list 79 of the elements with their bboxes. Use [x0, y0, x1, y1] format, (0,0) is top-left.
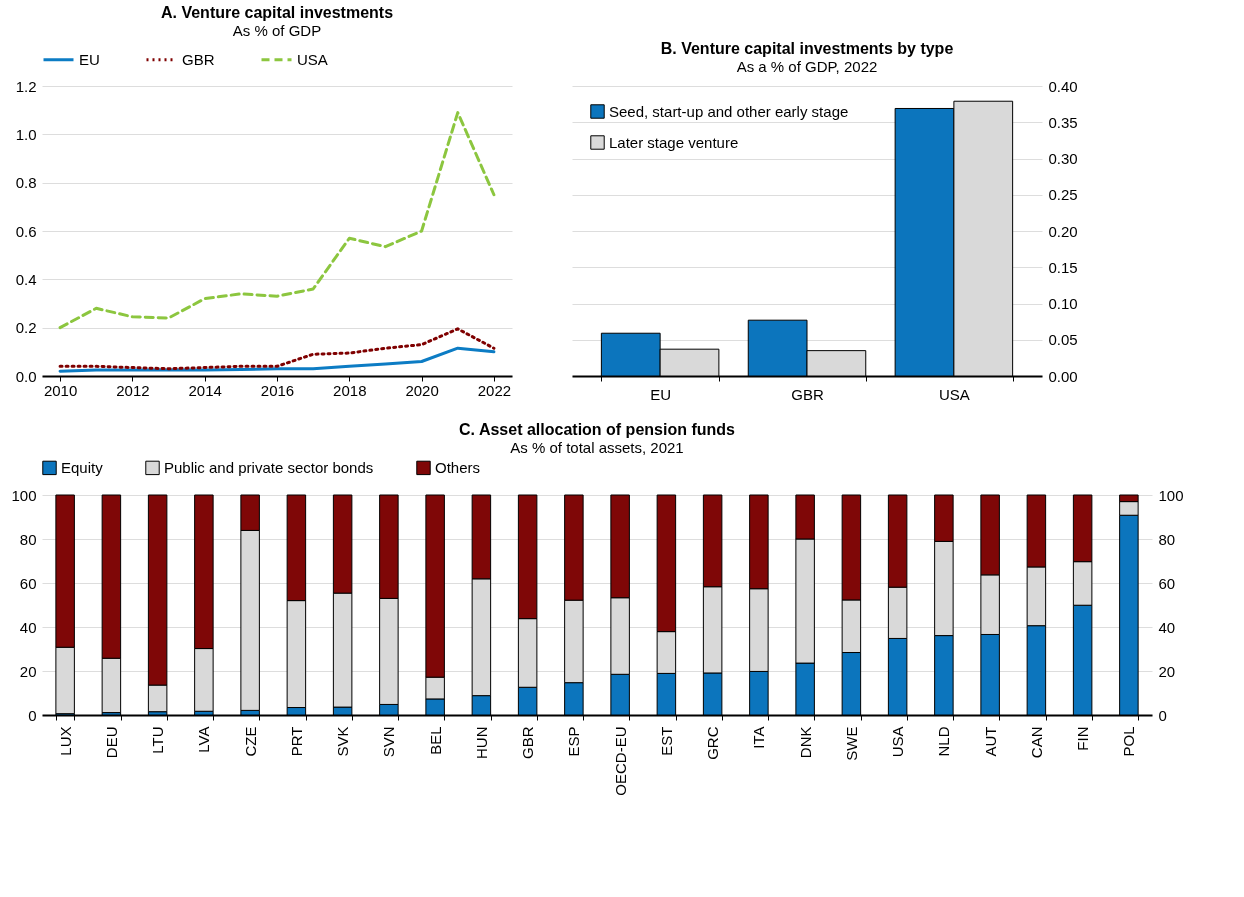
y2-tick-label: 60	[1158, 574, 1176, 592]
legend-label: GBR	[182, 50, 215, 68]
x-tick-label: FIN	[1074, 726, 1092, 751]
x-tick-label: 2010	[43, 381, 78, 399]
y-tick-label: 20	[19, 662, 37, 680]
x-tick-label: LVA	[195, 726, 213, 753]
legend-label: Later stage venture	[609, 133, 739, 151]
legend-label: Seed, start-up and other early stage	[609, 102, 849, 120]
x-tick-label: 2020	[405, 381, 439, 399]
chart-subtitle: As a % of GDP, 2022	[736, 58, 878, 75]
x-tick-label: PRT	[287, 726, 305, 757]
y2-tick-label: 0	[1158, 706, 1167, 724]
x-tick-label: GRC	[704, 726, 722, 760]
x-tick-label: DEU	[102, 726, 120, 759]
y-tick-label: 0.4	[15, 270, 37, 288]
y-tick-label: 0.0	[15, 367, 37, 385]
x-tick-label: HUN	[472, 726, 490, 759]
legend-label: USA	[297, 50, 328, 68]
x-tick-label: SVK	[334, 726, 352, 757]
x-tick-label: USA	[889, 726, 907, 758]
x-tick-label: 2018	[333, 381, 367, 399]
x-tick-label: SVN	[380, 726, 398, 758]
y2-tick-label: 0.00	[1048, 367, 1078, 385]
chart-title: A. Venture capital investments	[160, 4, 394, 21]
x-tick-label: CAN	[1027, 726, 1045, 759]
y-tick-label: 1.2	[15, 77, 37, 95]
y-tick-label: 0	[28, 706, 37, 724]
x-tick-label: LTU	[149, 726, 167, 754]
line-series	[58, 111, 496, 330]
line-series	[58, 346, 496, 373]
x-tick-label: CZE	[241, 726, 259, 757]
x-tick-label: 2022	[477, 381, 512, 399]
legend-label: Equity	[61, 458, 104, 476]
x-tick-label: 2016	[260, 381, 295, 399]
x-tick-label: EST	[657, 726, 675, 756]
x-tick-label: BEL	[426, 726, 444, 755]
x-tick-label: EU	[650, 385, 672, 403]
x-tick-label: GBR	[519, 726, 537, 760]
legend-label: Public and private sector bonds	[164, 458, 374, 476]
chart-subtitle: As % of GDP	[232, 22, 322, 39]
line-series	[58, 327, 496, 371]
legend-label: Others	[435, 458, 481, 476]
y-tick-label: 100	[11, 486, 37, 504]
y2-tick-label: 80	[1158, 530, 1176, 548]
y2-tick-label: 100	[1158, 486, 1184, 504]
x-tick-label: 2012	[116, 381, 150, 399]
x-tick-label: DNK	[796, 726, 814, 759]
x-tick-label: POL	[1120, 726, 1138, 757]
y-tick-label: 0.6	[15, 222, 37, 240]
y2-tick-label: 0.40	[1048, 77, 1078, 95]
x-tick-label: 2014	[188, 381, 222, 399]
chart-subtitle: As % of total assets, 2021	[510, 439, 684, 456]
x-tick-label: AUT	[981, 726, 999, 757]
y2-tick-label: 0.10	[1048, 295, 1078, 312]
y-tick-label: 0.2	[15, 319, 37, 337]
y-tick-label: 0.8	[15, 174, 37, 192]
y2-tick-label: 0.20	[1048, 222, 1078, 240]
x-tick-label: ESP	[565, 726, 583, 757]
y2-tick-label: 0.05	[1048, 331, 1078, 349]
y2-tick-label: 40	[1158, 618, 1176, 636]
chart-title: B. Venture capital investments by type	[660, 40, 954, 57]
y2-tick-label: 20	[1158, 662, 1176, 680]
x-tick-label: ITA	[750, 726, 768, 749]
y-tick-label: 60	[19, 574, 37, 592]
x-tick-label: GBR	[791, 385, 824, 403]
x-tick-label: SWE	[842, 726, 860, 761]
x-tick-label: LUX	[56, 726, 74, 756]
x-tick-label: NLD	[935, 726, 953, 757]
y2-tick-label: 0.15	[1048, 258, 1078, 276]
y2-tick-label: 0.35	[1048, 113, 1078, 131]
y-tick-label: 40	[19, 618, 37, 636]
y-tick-label: 1.0	[15, 125, 37, 143]
y-tick-label: 80	[19, 530, 37, 548]
x-tick-label: USA	[938, 385, 970, 403]
x-tick-label: OECD-EU	[611, 726, 629, 796]
legend-label: EU	[79, 50, 100, 68]
chart-title: C. Asset allocation of pension funds	[459, 421, 736, 438]
y2-tick-label: 0.30	[1048, 150, 1078, 167]
y2-tick-label: 0.25	[1048, 186, 1078, 204]
